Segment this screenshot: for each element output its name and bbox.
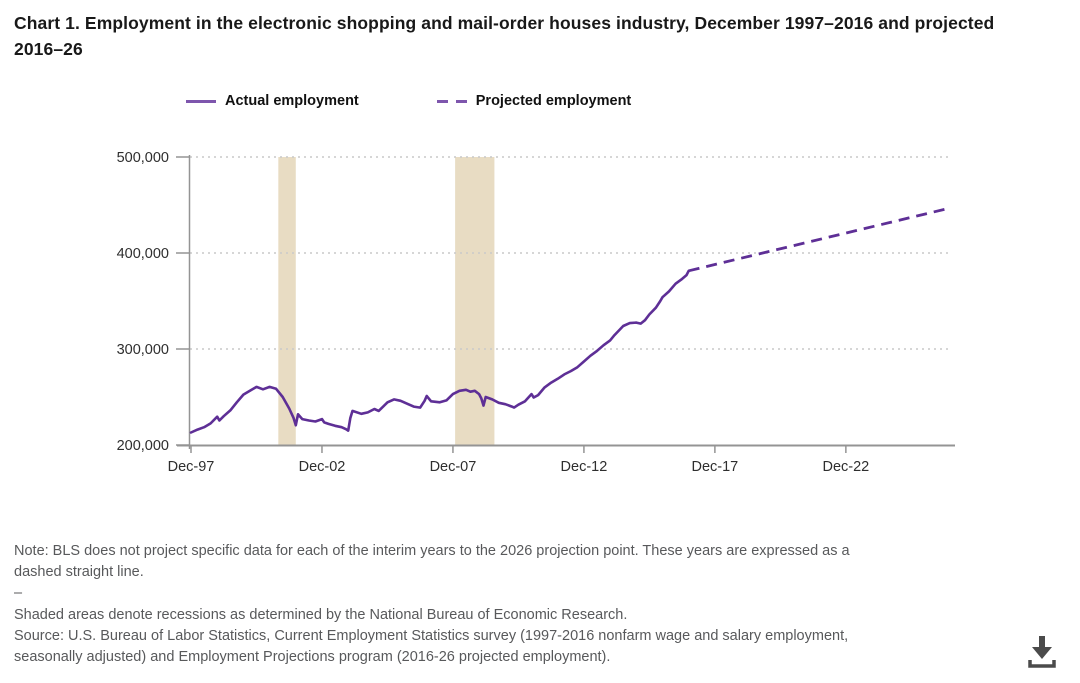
legend-item-projected: Projected employment xyxy=(436,93,632,109)
legend-label-actual: Actual employment xyxy=(225,93,359,109)
download-button[interactable] xyxy=(1016,628,1068,678)
projected-employment-line xyxy=(688,206,951,273)
employment-line-chart: 200,000 300,000 400,000 500,000 Dec-97 Dec-02… xyxy=(117,150,955,475)
source-note: Source: U.S. Bureau of Labor Statistics,… xyxy=(14,628,849,665)
x-tick-label: Dec-17 xyxy=(692,459,739,475)
actual-employment-line xyxy=(189,269,691,434)
x-tick-label: Dec-97 xyxy=(168,459,215,475)
projected-line-swatch-icon xyxy=(436,99,467,103)
y-tick-label: 500,000 xyxy=(117,150,169,166)
chart-notes: Note: BLS does not project specific data… xyxy=(14,541,889,668)
recession-band xyxy=(278,157,296,445)
recession-band xyxy=(455,157,495,445)
y-tick-label: 300,000 xyxy=(117,342,169,358)
x-tick-label: Dec-02 xyxy=(299,459,346,475)
x-tick-label: Dec-22 xyxy=(822,459,869,475)
chart-title: Chart 1. Employment in the electronic sh… xyxy=(14,13,995,59)
legend-label-projected: Projected employment xyxy=(475,93,632,109)
actual-line-swatch-icon xyxy=(186,99,216,103)
recession-note: Shaded areas denote recessions as determ… xyxy=(14,606,628,623)
note-separator: – xyxy=(14,585,23,601)
projection-note: Note: BLS does not project specific data… xyxy=(14,543,850,580)
y-tick-label: 400,000 xyxy=(117,246,169,262)
x-tick-label: Dec-07 xyxy=(430,459,477,475)
legend-item-actual: Actual employment xyxy=(186,93,359,109)
y-tick-label: 200,000 xyxy=(117,438,169,454)
x-tick-label: Dec-12 xyxy=(561,459,608,475)
download-icon xyxy=(1028,635,1056,668)
chart-legend: Actual employment Projected employment xyxy=(186,93,631,109)
